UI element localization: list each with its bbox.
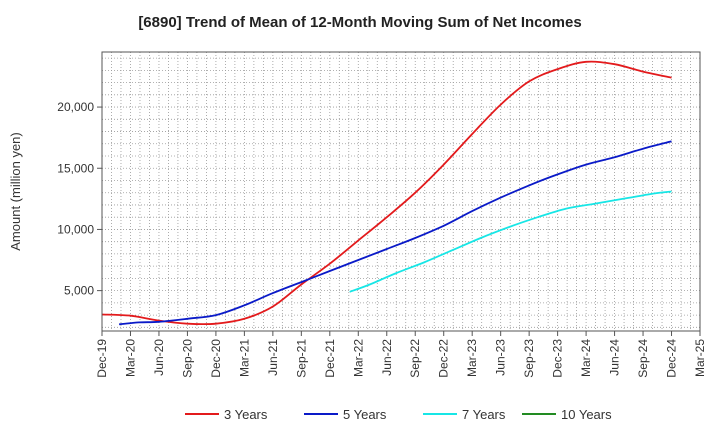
x-tick-label: Sep-22 xyxy=(408,339,422,378)
chart-title: [6890] Trend of Mean of 12-Month Moving … xyxy=(138,14,582,31)
legend-label-5-years: 5 Years xyxy=(343,407,387,422)
x-tick-label: Jun-23 xyxy=(494,339,508,376)
grid-layer xyxy=(102,52,700,331)
x-tick-label: Mar-20 xyxy=(123,339,137,377)
x-tick-label: Mar-23 xyxy=(465,339,479,377)
y-axis-label: Amount (million yen) xyxy=(8,132,23,251)
y-tick-label: 20,000 xyxy=(57,100,94,114)
x-tick-label: Mar-21 xyxy=(237,339,251,377)
x-tick-label: Jun-20 xyxy=(152,339,166,376)
y-tick-label: 5,000 xyxy=(64,284,94,298)
x-tick-label: Mar-24 xyxy=(579,339,593,377)
x-tick-label: Jun-22 xyxy=(380,339,394,376)
plot-frame xyxy=(101,51,701,332)
series-layer xyxy=(101,60,672,326)
x-tick-label: Dec-21 xyxy=(323,339,337,378)
series-line-3-years xyxy=(101,60,672,326)
x-tick-label: Jun-24 xyxy=(608,339,622,376)
series-line-5-years xyxy=(119,140,672,326)
legend-label-7-years: 7 Years xyxy=(462,407,506,422)
axis-layer: 5,000 10,000 15,000 20,000 Dec-19 Mar-20 Jun-2… xyxy=(57,100,707,378)
legend-label-10-years: 10 Years xyxy=(561,407,612,422)
x-tick-label: Dec-24 xyxy=(665,339,679,378)
x-tick-label: Sep-23 xyxy=(522,339,536,378)
x-tick-label: Sep-24 xyxy=(636,339,650,378)
legend-layer: 3 Years 5 Years 7 Years 10 Years xyxy=(185,407,612,422)
legend-label-3-years: 3 Years xyxy=(224,407,268,422)
x-tick-label: Dec-23 xyxy=(551,339,565,378)
x-tick-label: Mar-22 xyxy=(351,339,365,377)
series-line-7-years xyxy=(349,190,672,293)
x-tick-label: Dec-22 xyxy=(437,339,451,378)
x-tick-label: Jun-21 xyxy=(266,339,280,376)
x-tick-label: Sep-21 xyxy=(294,339,308,378)
x-tick-label: Dec-19 xyxy=(95,339,109,378)
y-tick-label: 10,000 xyxy=(57,222,94,236)
x-tick-label: Dec-20 xyxy=(209,339,223,378)
x-tick-label: Mar-25 xyxy=(693,339,707,377)
y-tick-label: 15,000 xyxy=(57,161,94,175)
x-tick-label: Sep-20 xyxy=(180,339,194,378)
